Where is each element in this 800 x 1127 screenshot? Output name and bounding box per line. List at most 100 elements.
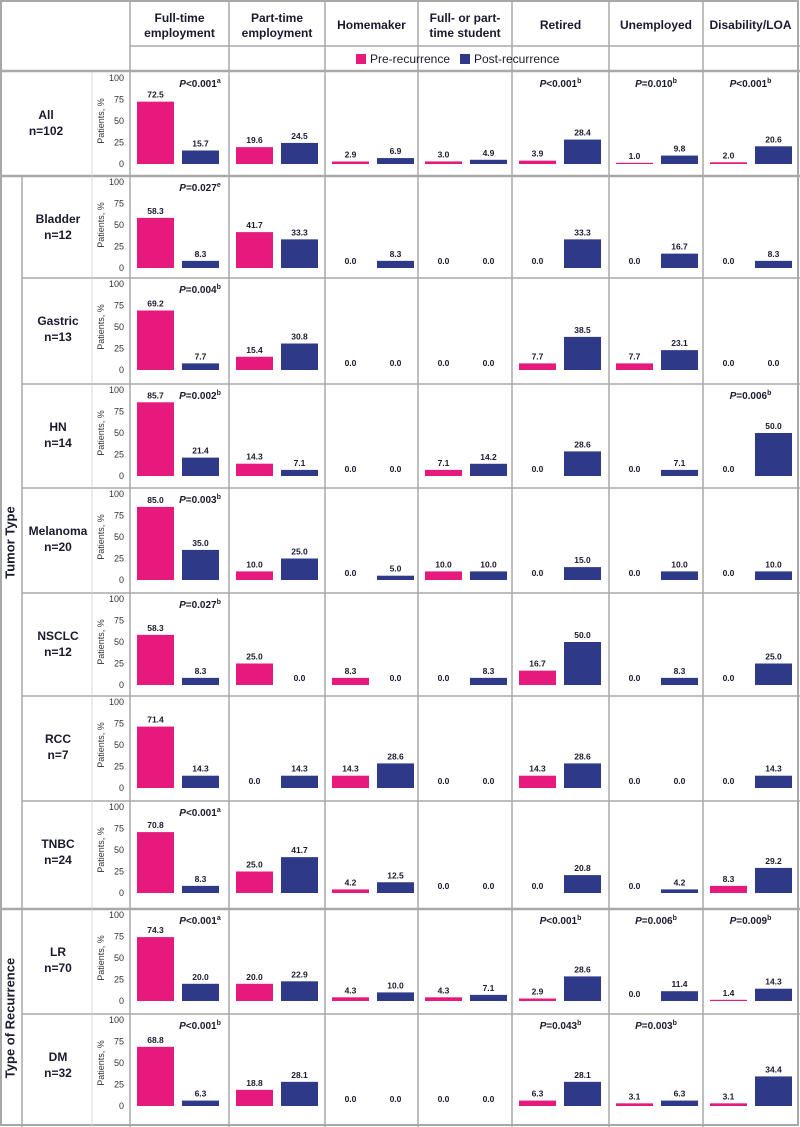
- data-label-post: 14.3: [291, 764, 308, 774]
- data-label-pre: 14.3: [529, 764, 546, 774]
- data-label-post: 10.0: [765, 559, 782, 569]
- y-tick-label: 25: [114, 762, 124, 772]
- data-label-pre: 2.9: [532, 987, 544, 997]
- column-header: Retired: [540, 18, 581, 32]
- y-tick-label: 0: [119, 1101, 124, 1111]
- data-label-post: 28.1: [574, 1070, 591, 1080]
- data-label-pre: 2.9: [345, 150, 357, 160]
- data-label-post: 14.3: [765, 764, 782, 774]
- y-tick-label: 75: [114, 511, 124, 521]
- data-label-post: 7.1: [483, 983, 495, 993]
- data-label-pre: 0.0: [629, 673, 641, 683]
- data-label-pre: 0.0: [438, 673, 450, 683]
- data-label-post: 9.8: [674, 144, 686, 154]
- p-value: P=0.006b: [635, 915, 677, 927]
- bar-pre: [710, 1103, 747, 1106]
- bar-pre: [519, 998, 556, 1001]
- data-label-post: 41.7: [291, 845, 308, 855]
- bar-pre: [137, 1046, 174, 1106]
- data-label-pre: 25.0: [246, 860, 263, 870]
- bar-post: [564, 336, 601, 370]
- p-value: P=0.004b: [179, 284, 221, 296]
- bar-pre: [236, 663, 273, 685]
- bar-post: [281, 558, 318, 580]
- bar-pre: [137, 101, 174, 164]
- p-value: P=0.006b: [730, 390, 772, 402]
- data-label-pre: 0.0: [438, 881, 450, 891]
- data-label-post: 0.0: [390, 464, 402, 474]
- bar-pre: [236, 571, 273, 580]
- y-tick-label: 50: [114, 740, 124, 750]
- bar-pre: [332, 889, 369, 893]
- y-tick-label: 100: [109, 385, 124, 395]
- data-label-post: 8.3: [483, 666, 495, 676]
- bar-post: [377, 882, 414, 893]
- bar-post: [377, 575, 414, 580]
- bar-pre: [332, 161, 369, 164]
- row-hn: HN n=14 Patients, % 0 25 50 75 100 85.7 21.4 P=0.0…: [44, 385, 792, 481]
- data-label-pre: 0.0: [629, 568, 641, 578]
- bar-pre: [425, 469, 462, 476]
- bar-post: [564, 1081, 601, 1106]
- bar-pre: [616, 162, 653, 164]
- legend-label-post: Post-recurrence: [474, 52, 560, 66]
- data-label-post: 0.0: [483, 776, 495, 786]
- data-label-post: 38.5: [574, 325, 591, 335]
- data-label-post: 0.0: [483, 1094, 495, 1104]
- bar-post: [564, 567, 601, 580]
- bar-post: [661, 991, 698, 1001]
- data-label-pre: 0.0: [345, 1094, 357, 1104]
- bar-post: [182, 677, 219, 685]
- y-tick-label: 50: [114, 532, 124, 542]
- data-label-post: 0.0: [483, 358, 495, 368]
- data-label-post: 20.8: [574, 863, 591, 873]
- p-value: P<0.001b: [730, 78, 772, 90]
- data-label-pre: 0.0: [629, 989, 641, 999]
- data-label-pre: 14.3: [246, 452, 263, 462]
- bar-post: [755, 988, 792, 1001]
- bar-post: [755, 146, 792, 164]
- data-label-post: 8.3: [195, 666, 207, 676]
- data-label-pre: 41.7: [246, 220, 263, 230]
- bar-pre: [236, 356, 273, 370]
- data-label-post: 15.7: [192, 138, 209, 148]
- data-label-post: 0.0: [390, 673, 402, 683]
- bar-pre: [137, 402, 174, 476]
- y-tick-label: 50: [114, 116, 124, 126]
- bar-pre: [710, 999, 747, 1001]
- bar-post: [281, 343, 318, 370]
- y-tick-label: 75: [114, 199, 124, 209]
- data-label-post: 0.0: [768, 358, 780, 368]
- bar-pre: [236, 1089, 273, 1106]
- data-label-pre: 4.3: [438, 985, 450, 995]
- y-tick-label: 100: [109, 489, 124, 499]
- row-label: All: [38, 108, 53, 122]
- bar-pre: [616, 1103, 653, 1106]
- bar-post: [470, 159, 507, 164]
- p-value: P<0.001a: [179, 807, 221, 819]
- data-label-pre: 0.0: [629, 256, 641, 266]
- group-label: Tumor Type: [2, 506, 17, 578]
- y-tick-label: 100: [109, 594, 124, 604]
- data-label-post: 6.3: [674, 1089, 686, 1099]
- data-label-pre: 0.0: [345, 358, 357, 368]
- y-axis-label: Patients, %: [96, 1040, 106, 1086]
- bar-post: [661, 571, 698, 580]
- data-label-post: 0.0: [483, 256, 495, 266]
- bar-pre: [137, 217, 174, 268]
- data-label-pre: 25.0: [246, 652, 263, 662]
- bar-post: [281, 142, 318, 164]
- bar-post: [182, 549, 219, 580]
- bar-post: [564, 763, 601, 788]
- row-n: n=12: [44, 645, 72, 659]
- data-label-post: 10.0: [480, 559, 497, 569]
- bar-pre: [137, 506, 174, 580]
- data-label-pre: 19.6: [246, 135, 263, 145]
- column-header: Full-time employment: [144, 11, 215, 40]
- data-label-post: 8.3: [768, 249, 780, 259]
- bar-post: [281, 469, 318, 476]
- bar-post: [377, 992, 414, 1001]
- data-label-post: 6.9: [390, 146, 402, 156]
- data-label-pre: 85.0: [147, 495, 164, 505]
